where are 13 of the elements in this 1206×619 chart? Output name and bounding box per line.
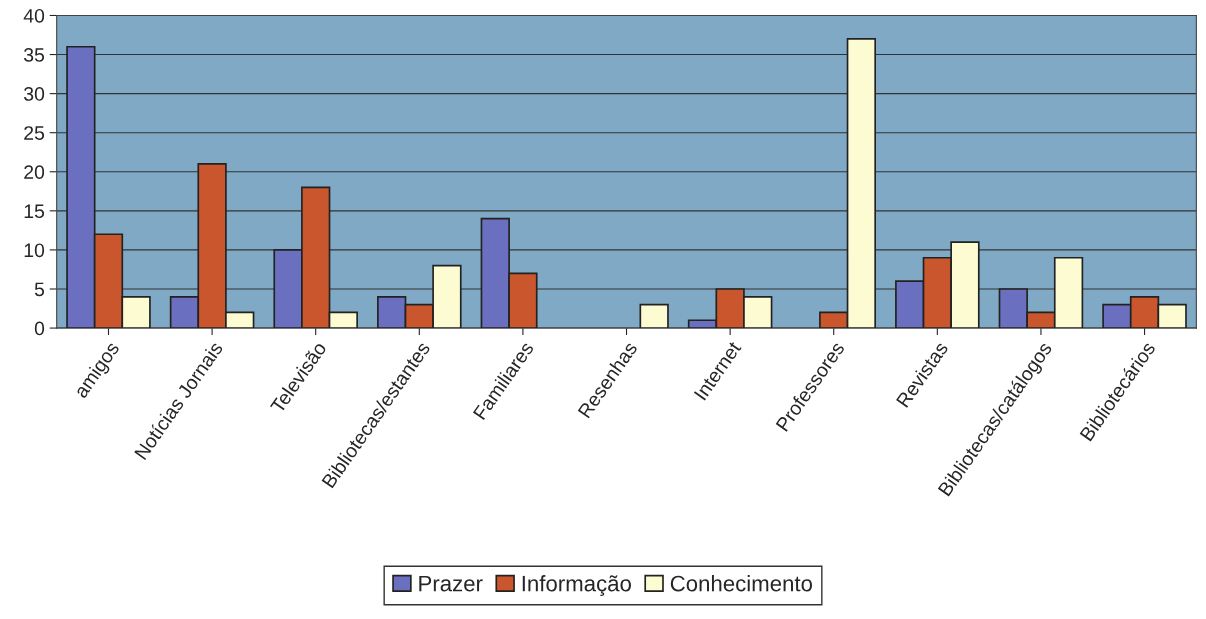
bar: [639, 303, 669, 329]
y-tick-label: 15: [24, 204, 45, 219]
y-tick-label: 5: [34, 282, 45, 297]
y-tick-label: 20: [24, 165, 45, 180]
y-tick-label: 0: [34, 321, 45, 336]
y-tick-label: 35: [23, 48, 45, 62]
y-tick-label: 40: [23, 8, 45, 23]
y-tick-label: 25: [24, 126, 45, 140]
y-tick-label: 30: [23, 87, 45, 101]
legend-label: Informação: [522, 575, 631, 596]
legend-label: Prazer: [419, 575, 483, 592]
y-tick-label: 10: [24, 243, 45, 258]
legend-label: Conhecimento: [670, 575, 813, 592]
